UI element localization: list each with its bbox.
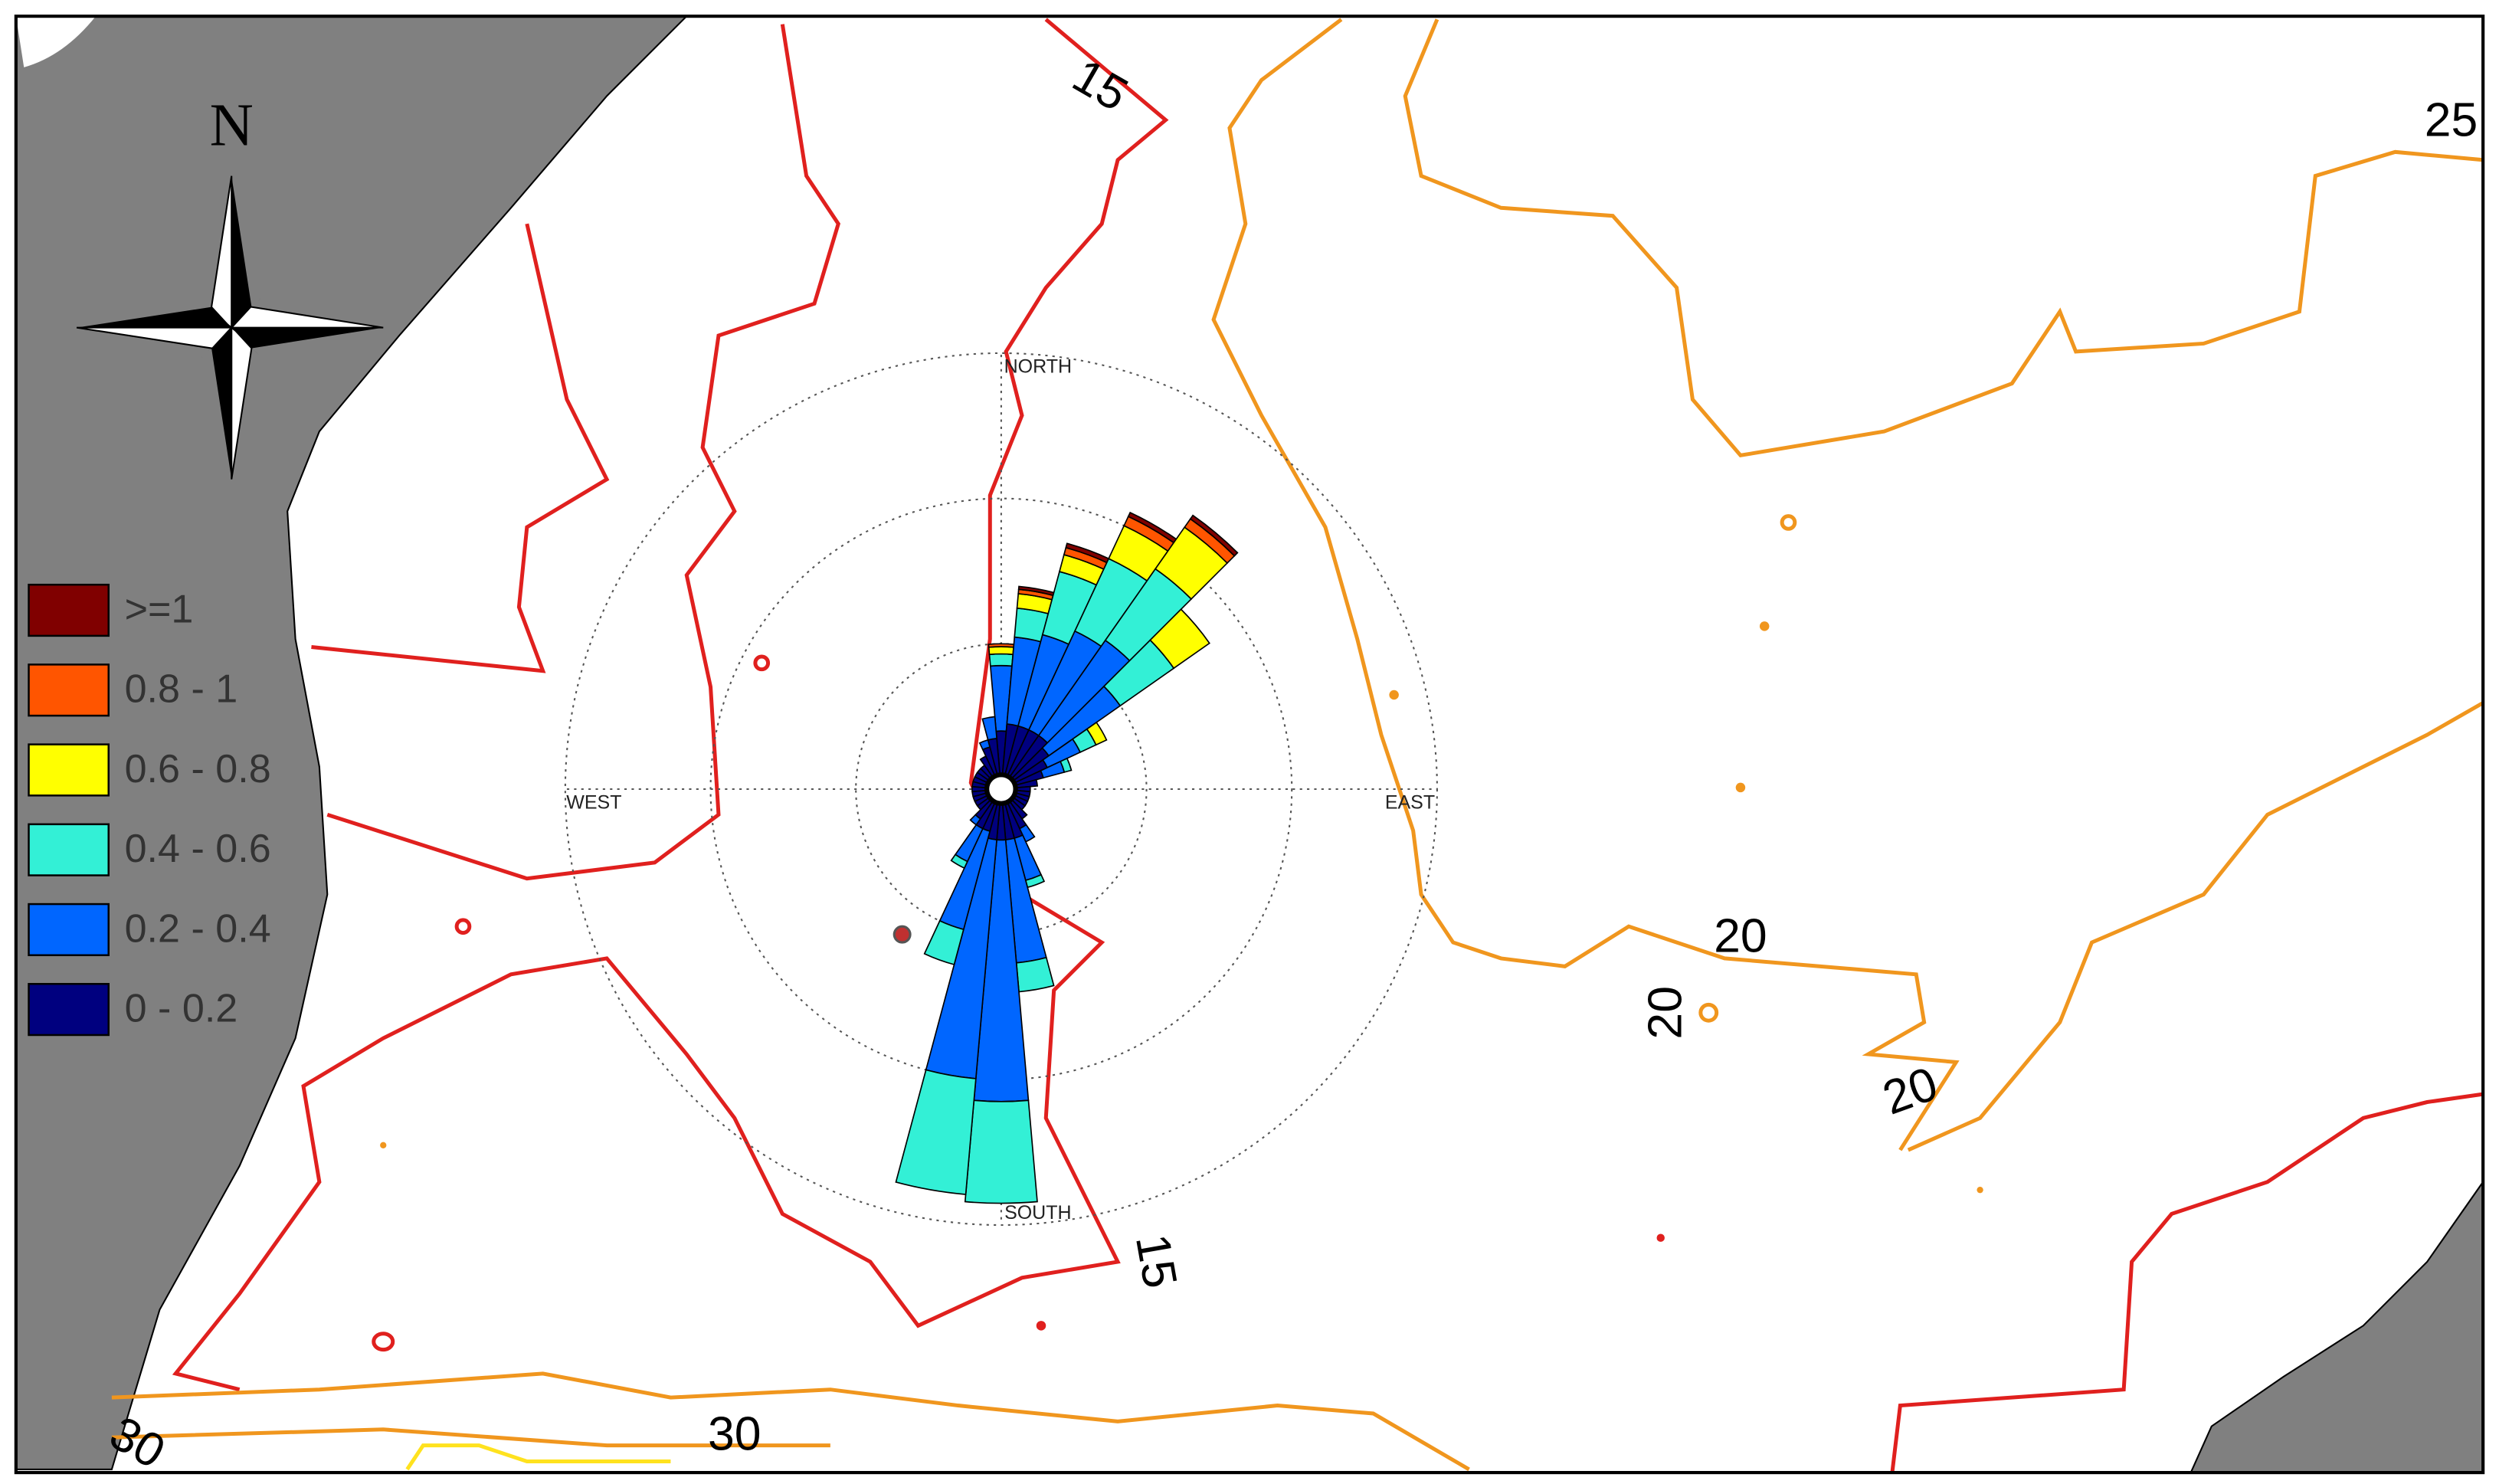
rose-segment	[969, 814, 981, 826]
legend: 0 - 0.2 0.2 - 0.4 0.4 - 0.6 0.6 - 0.8 0.8 - …	[28, 583, 271, 1037]
legend-swatch	[28, 663, 110, 717]
contour-label: 15	[1125, 1230, 1187, 1292]
compass-label: N	[210, 91, 254, 159]
legend-swatch	[28, 903, 110, 957]
land	[15, 15, 2484, 1474]
legend-label: 0.4 - 0.6	[125, 827, 271, 871]
rose-segment	[987, 643, 1015, 648]
contour-label: 30	[708, 1407, 761, 1461]
legend-swatch	[28, 743, 110, 797]
direction-label: EAST	[1385, 791, 1435, 813]
direction-label: NORTH	[1004, 355, 1072, 377]
legend-label: 0.2 - 0.4	[125, 906, 271, 951]
legend-label: >=1	[125, 587, 194, 631]
rose-segment	[1060, 757, 1073, 773]
rose-segment	[981, 716, 998, 741]
direction-label: SOUTH	[1004, 1202, 1072, 1224]
frame	[14, 15, 2485, 1475]
rose-segment	[923, 919, 965, 966]
compass: N	[76, 91, 384, 480]
legend-label: 0.8 - 1	[125, 667, 238, 712]
legend-swatch	[28, 583, 110, 637]
rose-segment	[988, 653, 1014, 667]
rose-segment	[1086, 721, 1108, 746]
rose-segment	[895, 1069, 977, 1195]
contour-label: 20	[1714, 909, 1767, 962]
rose-segment	[950, 853, 968, 870]
legend-swatch	[28, 823, 110, 876]
legend-label: 0.6 - 0.8	[125, 747, 271, 791]
contours	[111, 18, 2484, 1473]
rose-center	[984, 772, 1018, 806]
direction-label: WEST	[566, 791, 621, 813]
rose-segment	[964, 1099, 1038, 1204]
wind-rose: NORTH EAST SOUTH WEST	[564, 352, 1438, 1227]
rose-segment	[1149, 608, 1210, 670]
legend-swatch	[28, 983, 110, 1037]
contour-label: 25	[2425, 93, 2478, 146]
rose-segment	[987, 646, 1014, 656]
rose-segment	[1015, 956, 1055, 993]
contour-label: 20	[1639, 986, 1692, 1040]
rose-segment	[1189, 514, 1239, 557]
legend-label: 0 - 0.2	[125, 986, 238, 1030]
